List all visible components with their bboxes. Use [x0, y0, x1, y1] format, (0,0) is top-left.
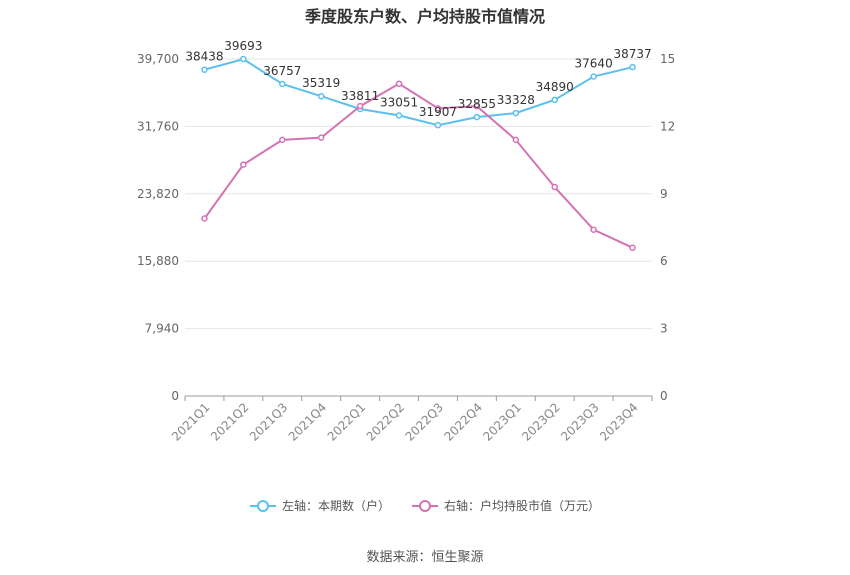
data-label: 33051: [380, 95, 418, 109]
left-tick-label: 39,700: [137, 52, 179, 66]
chart-title: 季度股东户数、户均持股市值情况: [304, 7, 545, 26]
series-line-left: [204, 58, 633, 127]
x-tick-label: 2022Q1: [325, 400, 369, 444]
data-label: 38737: [613, 47, 651, 61]
data-label: 36757: [263, 64, 301, 78]
x-tick-label: 2023Q1: [480, 400, 524, 444]
left-axis: 0 7,940 15,880 23,820 31,760 39,700: [137, 52, 179, 403]
x-tick-label: 2023Q3: [558, 400, 602, 444]
data-point[interactable]: [240, 161, 247, 168]
series-line-right: [203, 82, 633, 249]
data-label: 34890: [536, 80, 574, 94]
data-source-note: 数据来源：恒生聚源: [366, 550, 484, 565]
right-tick-label: 12: [660, 119, 675, 133]
data-point[interactable]: [279, 80, 286, 88]
data-label: 33811: [341, 89, 379, 103]
data-point[interactable]: [201, 66, 208, 73]
data-point[interactable]: [395, 80, 403, 87]
data-label: 38438: [185, 50, 223, 64]
data-point[interactable]: [317, 92, 325, 100]
series-lines: [201, 55, 636, 251]
data-point[interactable]: [473, 113, 481, 121]
x-tick-label: 2021Q1: [169, 400, 213, 444]
left-tick-label: 31,760: [137, 119, 179, 133]
legend-item-left-series[interactable]: 左轴：本期数（户）: [249, 497, 390, 514]
data-label: 31907: [419, 105, 457, 119]
data-point[interactable]: [317, 134, 325, 141]
legend-label-left-series: 左轴：本期数（户）: [281, 499, 390, 513]
data-label: 37640: [575, 56, 613, 70]
data-point[interactable]: [590, 73, 597, 80]
x-tick-label: 2022Q4: [441, 400, 485, 444]
data-point[interactable]: [201, 215, 208, 222]
x-tick-label: 2022Q3: [403, 400, 447, 444]
left-tick-label: 0: [171, 389, 179, 403]
legend: 左轴：本期数（户） 右轴：户均持股市值（万元）: [0, 497, 850, 514]
x-tick-label: 2023Q4: [597, 400, 641, 444]
left-tick-label: 23,820: [137, 187, 179, 201]
data-point[interactable]: [551, 96, 558, 104]
right-tick-label: 15: [660, 52, 675, 66]
data-point[interactable]: [512, 136, 520, 144]
right-tick-label: 3: [660, 322, 668, 336]
data-point[interactable]: [590, 226, 597, 233]
left-tick-label: 7,940: [145, 322, 179, 336]
data-label: 32855: [458, 97, 496, 111]
right-tick-label: 6: [660, 254, 668, 268]
x-tick-label: 2021Q2: [208, 400, 252, 444]
data-point[interactable]: [473, 102, 481, 110]
right-axis: 0 3 6 9 12 15: [660, 52, 675, 403]
x-axis: 2021Q12021Q22021Q32021Q42022Q12022Q22022…: [169, 395, 653, 444]
legend-item-right-series[interactable]: 右轴：户均持股市值（万元）: [412, 497, 600, 514]
right-tick-label: 0: [660, 389, 668, 403]
right-tick-label: 9: [660, 187, 668, 201]
data-point[interactable]: [434, 105, 442, 112]
data-label: 39693: [224, 39, 262, 53]
data-point[interactable]: [434, 121, 442, 129]
data-label: 35319: [302, 76, 340, 90]
data-label: 33328: [497, 93, 535, 107]
legend-swatch-blue-icon: [249, 499, 276, 512]
x-tick-label: 2022Q2: [364, 400, 408, 444]
data-point[interactable]: [356, 102, 364, 110]
left-tick-label: 15,880: [137, 254, 179, 268]
data-point[interactable]: [395, 112, 403, 119]
legend-swatch-pink-icon: [412, 499, 438, 512]
data-point[interactable]: [551, 183, 558, 191]
grid-lines: [185, 58, 652, 330]
legend-label-right-series: 右轴：户均持股市值（万元）: [444, 499, 601, 513]
data-point[interactable]: [279, 136, 286, 144]
data-point[interactable]: [629, 244, 636, 251]
x-tick-label: 2021Q4: [286, 400, 330, 444]
x-tick-label: 2021Q3: [247, 400, 291, 444]
data-point[interactable]: [512, 109, 520, 117]
x-tick-label: 2023Q2: [519, 400, 563, 444]
data-point[interactable]: [240, 55, 247, 63]
data-point[interactable]: [629, 63, 636, 71]
